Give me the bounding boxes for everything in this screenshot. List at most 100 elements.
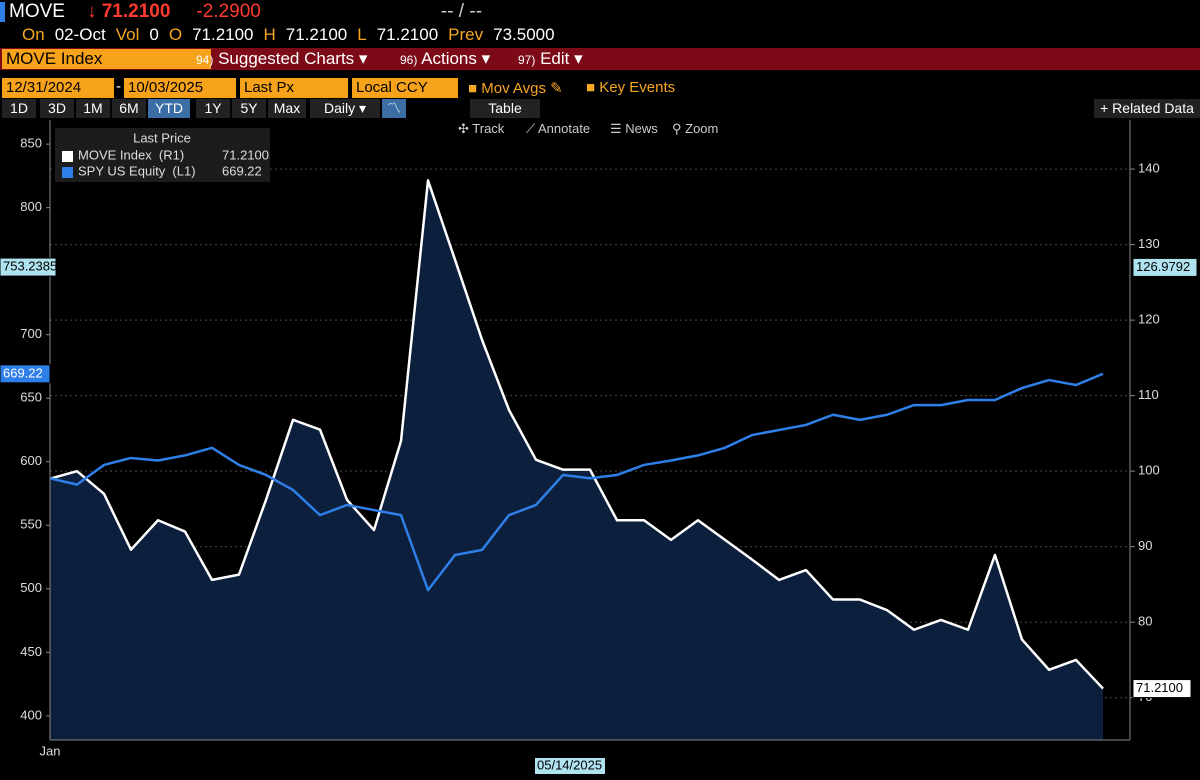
- quote-row: On 02-Oct Vol 0 O 71.2100 H 71.2100 L 71.2100…: [22, 25, 555, 45]
- menu-text: Edit: [540, 49, 570, 68]
- toolbar-item[interactable]: ✣ Track: [458, 121, 505, 136]
- spy-last-tag: 669.22: [3, 365, 43, 380]
- price: ↓ 71.2100: [86, 1, 171, 22]
- quote-value: 73.5000: [493, 25, 555, 44]
- mov-avgs[interactable]: ■ Mov Avgs ✎: [468, 80, 563, 97]
- table-button[interactable]: Table: [470, 99, 540, 118]
- quote-value: 71.2100: [192, 25, 254, 44]
- toolbar-item[interactable]: ⟋ Annotate: [526, 121, 591, 136]
- y2-tick-label: 120: [1138, 312, 1160, 327]
- line: [49, 179, 1104, 690]
- y-tick-label: 850: [20, 136, 42, 151]
- period-button[interactable]: 6M: [112, 99, 146, 118]
- end-date[interactable]: 10/03/2025: [124, 78, 236, 98]
- header-row: MOVE ↓ 71.2100 -2.2900 -- / --: [0, 0, 482, 24]
- y-tick-label: 400: [20, 707, 42, 722]
- quote-label: O: [168, 25, 183, 44]
- crosshair-y2-tag: 126.9792: [1136, 259, 1190, 274]
- key-events-text: Key Events: [599, 79, 676, 96]
- related-text: Related Data: [1112, 100, 1194, 116]
- menu-num: 94): [196, 53, 214, 67]
- quote-label: H: [263, 25, 276, 44]
- frequency-text: Daily: [323, 100, 356, 116]
- legend-box: [55, 128, 270, 182]
- period-button[interactable]: 1D: [2, 99, 36, 118]
- flag: [0, 2, 5, 22]
- y-tick-label: 450: [20, 644, 42, 659]
- menu-text: Actions: [421, 49, 477, 68]
- move-last-tag-box: [1132, 679, 1192, 699]
- crosshair-y2-tag-box: [1132, 257, 1198, 277]
- date-tag-box: [535, 758, 605, 774]
- start-date[interactable]: 12/31/2024: [2, 78, 114, 98]
- y-tick-label: 600: [20, 453, 42, 468]
- toolbar-text: Track: [472, 121, 505, 136]
- period-button[interactable]: YTD: [148, 99, 190, 118]
- quote-value: 02-Oct: [54, 25, 106, 44]
- y2-tick-label: 80: [1138, 614, 1152, 629]
- menu-num: 96): [400, 53, 418, 67]
- move-last-tag: 71.2100: [1136, 680, 1183, 695]
- legend-label: SPY US Equity (L1): [78, 163, 196, 178]
- quote-label: On: [22, 25, 45, 44]
- related-data[interactable]: + Related Data: [1094, 99, 1200, 118]
- y2-tick-label: 100: [1138, 463, 1160, 478]
- y2-tick-label: 130: [1138, 236, 1160, 251]
- quote-value: 71.2100: [285, 25, 348, 44]
- key-events[interactable]: ■ Key Events: [586, 79, 676, 96]
- quote-label: Vol: [115, 25, 140, 44]
- toolbar-text: News: [625, 121, 658, 136]
- toolbar-text: Zoom: [685, 121, 719, 136]
- date-separator: -: [116, 78, 121, 95]
- legend-title: Last Price: [133, 130, 191, 145]
- menu-item[interactable]: 97) Edit ▾: [518, 49, 583, 68]
- toolbar-text: Annotate: [538, 121, 591, 136]
- date-tag: 05/14/2025: [537, 757, 602, 772]
- y-tick-label: 500: [20, 580, 42, 595]
- legend-value: 669.22: [222, 163, 262, 178]
- ticker: MOVE: [9, 1, 65, 22]
- field-select[interactable]: Last Px: [240, 78, 348, 98]
- quote-label: L: [357, 25, 367, 44]
- bid-ask: -- / --: [440, 1, 483, 22]
- line: [49, 372, 1104, 592]
- mov-avgs-text: Mov Avgs: [481, 80, 546, 97]
- crosshair-y-tag-box: [0, 257, 57, 277]
- currency-select[interactable]: Local CCY: [352, 78, 458, 98]
- y2-tick-label: 140: [1138, 161, 1160, 176]
- toolbar-item[interactable]: ☰ News: [610, 121, 658, 136]
- area: [50, 180, 1103, 740]
- period-button[interactable]: 5Y: [232, 99, 266, 118]
- spy-last-tag-box: [0, 364, 51, 384]
- crosshair-y-tag: 753.2385: [3, 259, 57, 274]
- menu-item[interactable]: 96) Actions ▾: [400, 49, 491, 68]
- security-box[interactable]: MOVE Index: [2, 49, 211, 69]
- period-button[interactable]: 1M: [76, 99, 110, 118]
- menu-text: Suggested Charts: [218, 49, 355, 68]
- period-button[interactable]: Max: [268, 99, 306, 118]
- legend-swatch: [62, 151, 73, 162]
- line-icon[interactable]: 〽: [382, 99, 406, 118]
- change: -2.2900: [196, 1, 261, 22]
- menu-num: 97): [518, 53, 536, 67]
- y2-tick-label: 90: [1138, 538, 1152, 553]
- y2-tick-label: 110: [1138, 387, 1159, 402]
- frequency[interactable]: Daily ▾: [310, 99, 380, 118]
- toolbar-item[interactable]: ⚲ Zoom: [672, 121, 719, 136]
- menu-bar: MOVE Index 94) Suggested Charts ▾ 96) Ac…: [0, 48, 1200, 70]
- y-tick-label: 550: [20, 517, 42, 532]
- quote-label: Prev: [448, 25, 484, 44]
- menu-item[interactable]: 94) Suggested Charts ▾: [196, 49, 368, 68]
- legend-value: 71.2100: [222, 147, 269, 162]
- quote-value: 71.2100: [376, 25, 439, 44]
- period-button[interactable]: 1Y: [196, 99, 230, 118]
- x-tick-label: Jan: [40, 743, 61, 758]
- y-tick-label: 650: [20, 390, 42, 405]
- period-button[interactable]: 3D: [40, 99, 74, 118]
- legend-label: MOVE Index (R1): [78, 147, 184, 162]
- quote-value: 0: [149, 25, 159, 44]
- y-tick-label: 700: [20, 326, 42, 341]
- legend-swatch: [62, 167, 73, 178]
